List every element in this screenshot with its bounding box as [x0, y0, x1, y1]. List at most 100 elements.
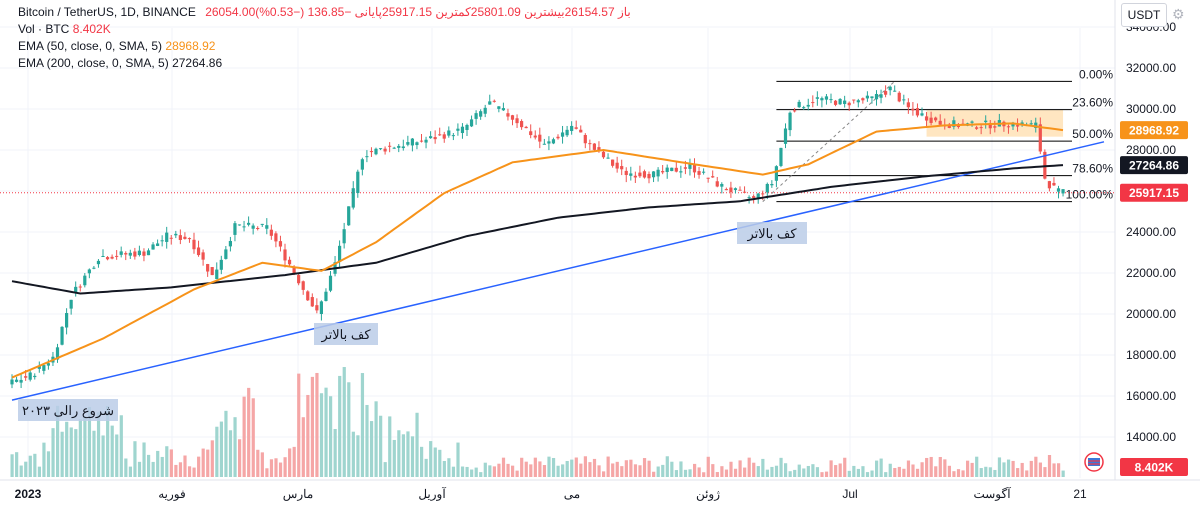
volume-bar[interactable]	[888, 463, 892, 477]
candle-body[interactable]	[879, 94, 883, 98]
volume-bar[interactable]	[925, 457, 929, 477]
volume-bar[interactable]	[647, 460, 651, 477]
candle-body[interactable]	[14, 379, 19, 382]
candle-body[interactable]	[110, 256, 114, 259]
volume-bar[interactable]	[156, 450, 160, 477]
candle-body[interactable]	[447, 130, 451, 136]
candle-body[interactable]	[1015, 125, 1020, 127]
volume-bar[interactable]	[406, 431, 410, 477]
volume-bar[interactable]	[438, 449, 442, 477]
candle-body[interactable]	[292, 266, 296, 274]
volume-bar[interactable]	[269, 459, 274, 477]
candle-body[interactable]	[65, 313, 69, 328]
volume-bar[interactable]	[292, 446, 296, 477]
volume-bar[interactable]	[183, 455, 187, 477]
candle-body[interactable]	[597, 147, 601, 151]
candle-body[interactable]	[55, 347, 60, 360]
volume-bar[interactable]	[629, 459, 633, 477]
volume-bar[interactable]	[483, 462, 487, 477]
candle-body[interactable]	[137, 250, 141, 256]
volume-bar[interactable]	[497, 463, 501, 477]
candle-body[interactable]	[674, 167, 678, 172]
volume-bar[interactable]	[369, 421, 374, 477]
candle-body[interactable]	[729, 187, 733, 193]
candle-body[interactable]	[119, 251, 123, 255]
higher-low-label-1[interactable]: کف بالاتر	[320, 327, 371, 343]
volume-bar[interactable]	[288, 448, 292, 477]
candle-body[interactable]	[369, 151, 374, 153]
volume-bar[interactable]	[938, 456, 942, 477]
candle-body[interactable]	[178, 235, 182, 240]
candle-body[interactable]	[10, 379, 14, 385]
volume-bar[interactable]	[984, 466, 988, 477]
volume-bar[interactable]	[574, 457, 578, 477]
volume-bar[interactable]	[993, 469, 997, 477]
volume-bar[interactable]	[83, 416, 87, 477]
volume-bar[interactable]	[424, 458, 428, 477]
volume-bar[interactable]	[784, 463, 788, 477]
candle-body[interactable]	[747, 197, 751, 199]
volume-bar[interactable]	[51, 428, 55, 477]
volume-bar[interactable]	[756, 466, 760, 477]
volume-bar[interactable]	[729, 461, 733, 477]
candle-body[interactable]	[915, 108, 920, 116]
volume-bar[interactable]	[278, 462, 283, 477]
volume-bar[interactable]	[1006, 459, 1011, 477]
volume-bar[interactable]	[915, 468, 920, 477]
candle-body[interactable]	[870, 96, 874, 99]
volume-bar[interactable]	[374, 401, 378, 477]
legend-ema50-row[interactable]: EMA (50, close, 0, SMA, 5) 28968.92	[18, 38, 631, 55]
volume-bar[interactable]	[456, 442, 460, 477]
candle-body[interactable]	[374, 148, 378, 155]
volume-bar[interactable]	[470, 469, 474, 477]
volume-bar[interactable]	[415, 412, 419, 477]
candle-body[interactable]	[342, 229, 346, 244]
candle-body[interactable]	[788, 112, 792, 131]
volume-bar[interactable]	[547, 456, 551, 477]
candle-body[interactable]	[160, 240, 164, 242]
volume-bar[interactable]	[665, 456, 669, 477]
volume-bar[interactable]	[761, 458, 765, 477]
candle-body[interactable]	[902, 99, 906, 101]
volume-bar[interactable]	[315, 372, 319, 477]
candle-body[interactable]	[69, 299, 73, 309]
volume-bar[interactable]	[160, 456, 164, 477]
volume-bar[interactable]	[683, 469, 688, 477]
candle-body[interactable]	[315, 305, 319, 311]
gear-icon[interactable]: ⚙	[1172, 6, 1185, 22]
volume-bar[interactable]	[797, 464, 801, 477]
volume-bar[interactable]	[401, 434, 405, 477]
volume-bar[interactable]	[1002, 462, 1006, 477]
volume-bar[interactable]	[356, 435, 360, 477]
volume-bar[interactable]	[952, 471, 956, 477]
candle-body[interactable]	[802, 107, 806, 109]
volume-bar[interactable]	[943, 459, 947, 477]
volume-bar[interactable]	[824, 471, 829, 477]
candle-body[interactable]	[829, 99, 833, 101]
candle-body[interactable]	[28, 372, 32, 380]
candle-body[interactable]	[265, 225, 269, 229]
candle-body[interactable]	[670, 167, 674, 172]
volume-bar[interactable]	[542, 465, 547, 477]
candle-body[interactable]	[911, 108, 915, 111]
volume-bar[interactable]	[351, 431, 355, 477]
volume-bar[interactable]	[688, 469, 692, 477]
volume-bar[interactable]	[492, 466, 496, 477]
volume-bar[interactable]	[319, 393, 324, 477]
ascending-trendline[interactable]	[11, 141, 1105, 401]
candle-body[interactable]	[633, 175, 637, 178]
volume-bar[interactable]	[779, 457, 783, 477]
candle-body[interactable]	[774, 166, 778, 181]
volume-bar[interactable]	[338, 375, 342, 477]
volume-bar[interactable]	[42, 442, 46, 477]
candle-body[interactable]	[702, 171, 706, 173]
candle-body[interactable]	[724, 189, 728, 191]
candle-body[interactable]	[479, 111, 483, 117]
volume-bar[interactable]	[242, 396, 246, 477]
candle-body[interactable]	[984, 120, 988, 123]
volume-bar[interactable]	[219, 421, 223, 477]
volume-bar[interactable]	[106, 406, 110, 477]
volume-bar[interactable]	[606, 456, 610, 477]
volume-bar[interactable]	[911, 464, 915, 477]
